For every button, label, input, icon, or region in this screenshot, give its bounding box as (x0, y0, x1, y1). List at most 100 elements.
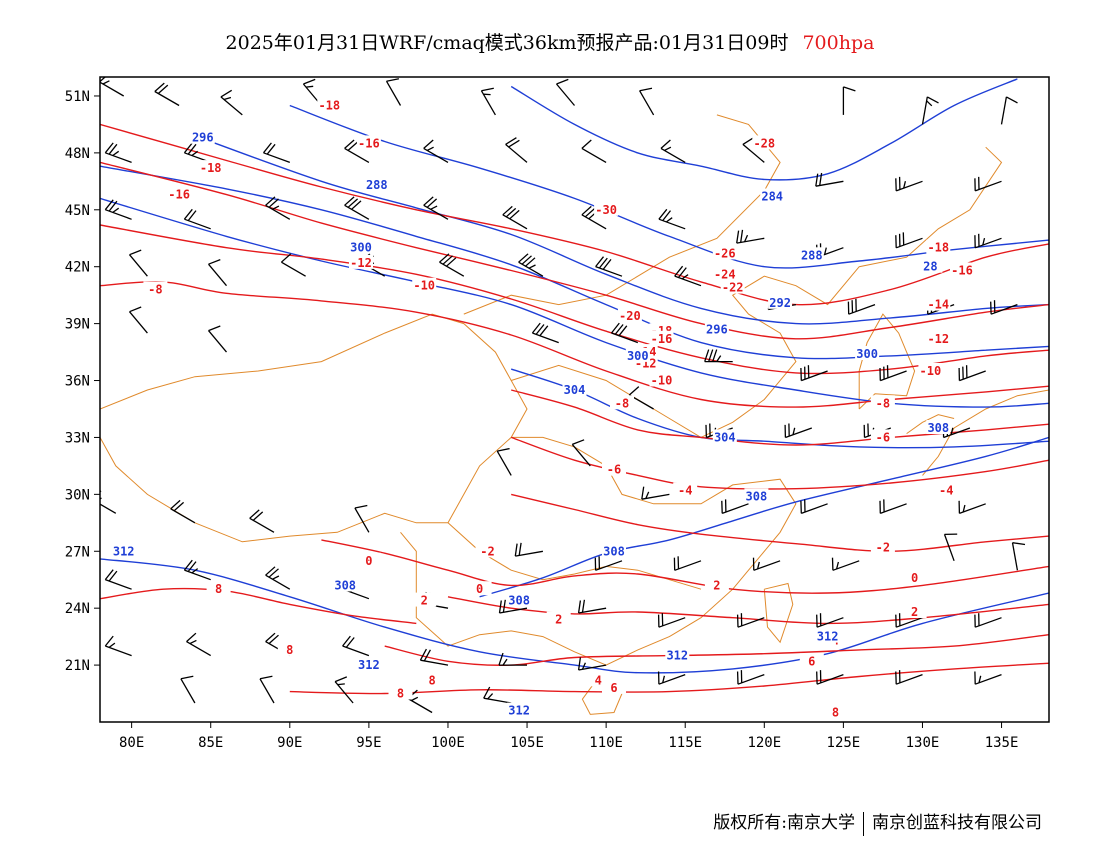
copyright-left: 版权所有:南京大学 (713, 813, 855, 833)
wind-barb (354, 504, 370, 533)
contour-label-bg (206, 581, 231, 596)
temperature-contour (289, 662, 1049, 695)
wind-barb (505, 137, 528, 163)
contour-label-bg (815, 628, 840, 643)
temperature-contour (100, 161, 1049, 340)
contour-label-bg (507, 592, 532, 607)
height-contour-label: 308 (334, 578, 356, 592)
wind-barb (577, 599, 607, 614)
wind-barb (974, 671, 1002, 685)
wind-barb (344, 196, 370, 220)
wind-barb (958, 500, 986, 515)
wind-barb (742, 137, 765, 163)
wind-barb (186, 632, 212, 657)
contour-label-bg (926, 330, 951, 345)
wind-barb (183, 208, 211, 230)
wind-barb (518, 253, 544, 277)
wind-barb (921, 96, 939, 125)
height-contour (510, 78, 1018, 181)
height-contour-label: 288 (366, 178, 388, 192)
contour-label-bg (467, 581, 492, 596)
contour-label-bg (594, 201, 619, 216)
wind-barb (280, 253, 306, 277)
wind-barb (610, 322, 639, 344)
x-tick-label: 125E (827, 735, 861, 751)
height-contour-label: 300 (627, 349, 649, 363)
y-tick-label: 21N (65, 658, 90, 674)
wind-barb (974, 233, 1002, 249)
contour-label-bg (799, 247, 824, 262)
wind-barb (104, 199, 132, 220)
y-tick-label: 33N (65, 430, 90, 446)
wind-barb (895, 670, 923, 685)
wind-barb (265, 196, 291, 220)
x-tick-label: 105E (510, 735, 544, 751)
wind-barb (262, 142, 291, 164)
wind-barb (183, 559, 211, 581)
wind-barb (895, 613, 923, 628)
height-contour-label: 312 (666, 649, 688, 663)
copyright-right: 南京创蓝科技有限公司 (872, 813, 1042, 833)
wind-barb (990, 300, 1018, 315)
height-contour (194, 135, 1049, 325)
contour-label-bg (649, 372, 674, 387)
wind-barb (660, 139, 686, 163)
temperature-contour-label: -26 (714, 246, 736, 260)
contour-label-bg (902, 569, 927, 584)
contour-label-bg (617, 308, 642, 322)
wind-barb (129, 249, 148, 277)
contour-label-bg (870, 539, 895, 554)
temperature-contour-label: -16 (168, 188, 190, 202)
wind-barb (514, 542, 544, 557)
wind-barb (180, 675, 196, 704)
contour-label-bg (704, 577, 729, 592)
temperature-contour-label: -4 (678, 484, 692, 498)
x-tick-label: 135E (985, 735, 1019, 751)
wind-barb (154, 82, 180, 107)
wind-barb (344, 139, 370, 163)
wind-barb (895, 176, 923, 192)
temperature-contour-label: -12 (927, 332, 949, 346)
temperature-contour (511, 389, 1049, 446)
temperature-contour-label: 0 (365, 554, 372, 568)
contour-label-bg (918, 258, 943, 273)
temperature-contour-label: 2 (555, 613, 562, 627)
wind-barb (342, 635, 370, 657)
temperature-contour (321, 539, 1049, 594)
contour-label-bg (412, 277, 437, 292)
height-contour-label: 308 (746, 489, 768, 503)
contour-label-bg (111, 543, 136, 558)
contour-label-bg (704, 321, 729, 336)
contour-label-bg (712, 245, 737, 260)
contour-label-bg (926, 296, 951, 311)
height-contour-label: 312 (358, 658, 380, 672)
wind-barb (439, 253, 465, 277)
contour-label-bg (625, 347, 650, 362)
temperature-contour-label: 8 (286, 643, 293, 657)
height-contour-label: 308 (508, 594, 530, 608)
y-tick-label: 30N (65, 487, 90, 503)
wind-barb (595, 256, 623, 277)
wind-barb (815, 172, 844, 187)
chart-title: 2025年01月31日WRF/cmaq模式36km预报产品:01月31日09时 7… (0, 28, 1100, 55)
temperature-contour-label: -10 (920, 364, 942, 378)
wind-barb (943, 533, 958, 562)
wind-barb (480, 87, 496, 116)
temperature-contour-label: 0 (476, 582, 483, 596)
contour-label-bg (950, 262, 974, 277)
wind-barb (249, 509, 275, 533)
contour-label-bg (855, 346, 880, 360)
temperature-contour (511, 493, 1049, 553)
contour-label-bg (420, 672, 445, 687)
height-contour (100, 558, 1049, 674)
contour-label-bg (720, 279, 745, 294)
contour-label-bg (760, 188, 785, 203)
wind-barb (104, 142, 132, 164)
wind-barb (265, 566, 291, 590)
y-tick-label: 27N (65, 544, 90, 560)
temperature-contour-label: -28 (753, 136, 775, 150)
wind-barb (974, 176, 1002, 192)
height-contour-label: 308 (603, 544, 625, 558)
wind-barb (104, 569, 132, 590)
contour-label-bg (143, 281, 168, 296)
